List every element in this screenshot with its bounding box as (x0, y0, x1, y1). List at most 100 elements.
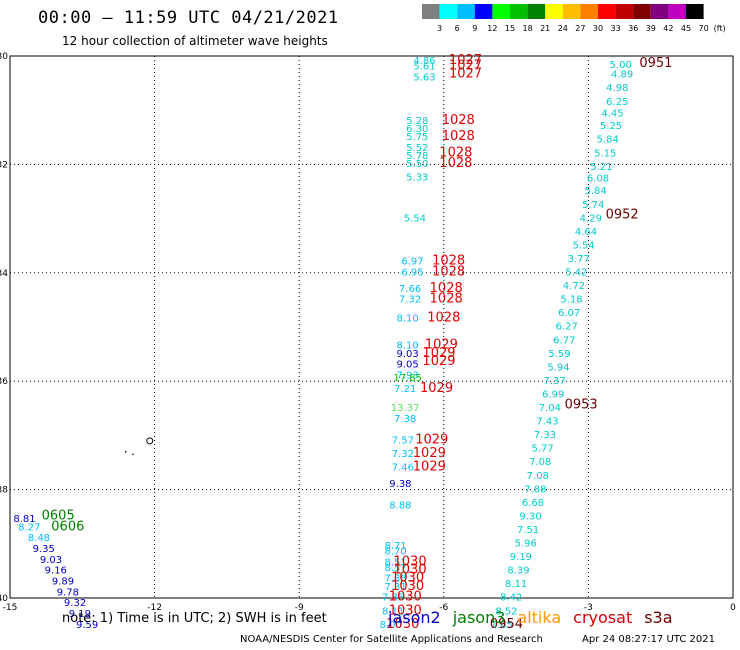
scale-label: 42 (663, 24, 673, 33)
x-tick-label: -12 (147, 603, 162, 613)
pass-time-label: 1029 (422, 354, 455, 369)
mission-legend: jason2 jason3 altika cryosat s3a (388, 608, 685, 627)
wave-height-label: 9.03 (40, 555, 62, 566)
y-tick-label: -40 (0, 594, 8, 604)
pass-time-label: 1027 (449, 67, 482, 82)
pass-time-label: 1030 (386, 617, 419, 632)
wave-height-label: 4.72 (563, 281, 585, 292)
y-tick-label: -38 (0, 486, 8, 496)
wave-height-label: 6.97 (401, 257, 423, 268)
pass-time-label: 1029 (425, 338, 458, 353)
y-tick-label: -32 (0, 160, 8, 170)
pass-time-label: 1028 (442, 129, 475, 144)
wave-height-label: 8.88 (389, 501, 411, 512)
wave-height-label: 7.66 (399, 284, 421, 295)
scale-label: 33 (611, 24, 621, 33)
wave-height-label: 17.85 (393, 373, 422, 384)
x-tick-label: -9 (295, 603, 304, 613)
wave-height-label: 5.74 (582, 200, 604, 211)
wave-height-label: 5.59 (548, 349, 570, 360)
pass-time-label: 1028 (430, 292, 463, 307)
wave-height-label: 9.19 (69, 609, 91, 620)
wave-height-label: 8.71 (384, 541, 406, 552)
wave-height-label: 7.43 (536, 417, 558, 428)
pass-time-label: 1028 (442, 113, 475, 128)
scale-swatch (650, 4, 669, 19)
scale-swatch (474, 4, 493, 19)
wave-height-label: 7.33 (534, 430, 556, 441)
scale-swatch (492, 4, 510, 19)
wave-height-label: 6.08 (587, 174, 609, 185)
wave-height-label: 5.25 (600, 121, 622, 132)
scale-swatch (510, 4, 528, 19)
pass-time-label: 1028 (439, 156, 472, 171)
wave-height-label: 7.65 (491, 620, 513, 631)
scale-label: 39 (646, 24, 656, 33)
wave-height-label: 7.93 (397, 370, 419, 381)
wave-height-label: 9.19 (510, 552, 532, 563)
pass-time-label: 1028 (432, 265, 465, 280)
wave-height-label: 8.27 (18, 522, 40, 533)
wave-height-label: 5.15 (594, 148, 616, 159)
wave-height-label: 5.96 (515, 539, 537, 550)
wave-height-label: 7.38 (394, 414, 416, 425)
scale-label: 6 (455, 24, 460, 33)
pass-time-label: 0953 (565, 397, 598, 412)
wave-height-label: 9.05 (397, 360, 419, 371)
wave-height-label: 8.00 (380, 620, 402, 631)
wave-height-label: 4.86 (413, 56, 435, 67)
wave-height-label: 8.57 (384, 563, 406, 574)
wave-height-label: 6.30 (406, 124, 428, 135)
legend-cryosat: cryosat (573, 608, 633, 627)
wave-height-label: 8.42 (500, 593, 522, 604)
scale-unit: (ft) (714, 24, 726, 33)
wave-height-label: 7.08 (529, 457, 551, 468)
pass-time-label: 1030 (391, 579, 424, 594)
scale-swatch (527, 4, 546, 19)
wave-height-label: 7.21 (394, 384, 416, 395)
wave-height-label: 7.35 (382, 593, 404, 604)
pass-time-label: 1027 (449, 53, 482, 68)
wave-height-label: 6.68 (522, 498, 544, 509)
wave-height-label: 5.00 (610, 60, 632, 71)
x-tick-label: -15 (3, 603, 18, 613)
wave-height-label: 5.54 (572, 240, 594, 251)
credit: NOAA/NESDIS Center for Satellite Applica… (240, 634, 543, 645)
wave-height-label: 7.38 (384, 574, 406, 585)
wave-height-label: 4.29 (580, 213, 602, 224)
wave-height-label: 4.64 (575, 227, 597, 238)
wave-height-label: 6.95 (401, 268, 423, 279)
pass-time-label: 1028 (432, 254, 465, 269)
pass-time-label: 1030 (389, 603, 422, 618)
wave-height-label: 8.11 (505, 579, 527, 590)
scale-label: 12 (487, 24, 497, 33)
legend-jason2: jason2 (388, 608, 441, 627)
wave-height-label: 8.11 (382, 606, 404, 617)
y-tick-label: -30 (0, 52, 8, 62)
wave-height-label: 5.33 (406, 173, 428, 184)
scale-label: 24 (558, 24, 568, 33)
scale-label: 9 (472, 24, 477, 33)
wave-height-label: 4.98 (606, 83, 628, 94)
wave-height-label: 7.32 (399, 295, 421, 306)
wave-height-label: 13.37 (391, 403, 420, 414)
scale-swatch (686, 4, 704, 19)
x-tick-label: -3 (584, 603, 593, 613)
island-mark (146, 437, 154, 445)
wave-height-label: 6.77 (553, 335, 575, 346)
wave-height-label: 9.16 (45, 566, 67, 577)
wave-height-label: 5.18 (560, 295, 582, 306)
pass-time-label: 1029 (415, 433, 448, 448)
wave-height-label: 9.38 (389, 479, 411, 490)
wave-height-label: 5.75 (406, 132, 428, 143)
y-tick-label: -34 (0, 269, 8, 279)
wave-height-label: 5.94 (547, 362, 569, 373)
wave-height-label: 5.63 (413, 72, 435, 83)
scale-swatch (615, 4, 634, 19)
wave-height-label: 9.35 (33, 544, 55, 555)
pass-time-label: 1030 (389, 590, 422, 605)
wave-height-label: 7.08 (527, 471, 549, 482)
scale-label: 18 (523, 24, 533, 33)
wave-height-label: 5.28 (406, 116, 428, 127)
